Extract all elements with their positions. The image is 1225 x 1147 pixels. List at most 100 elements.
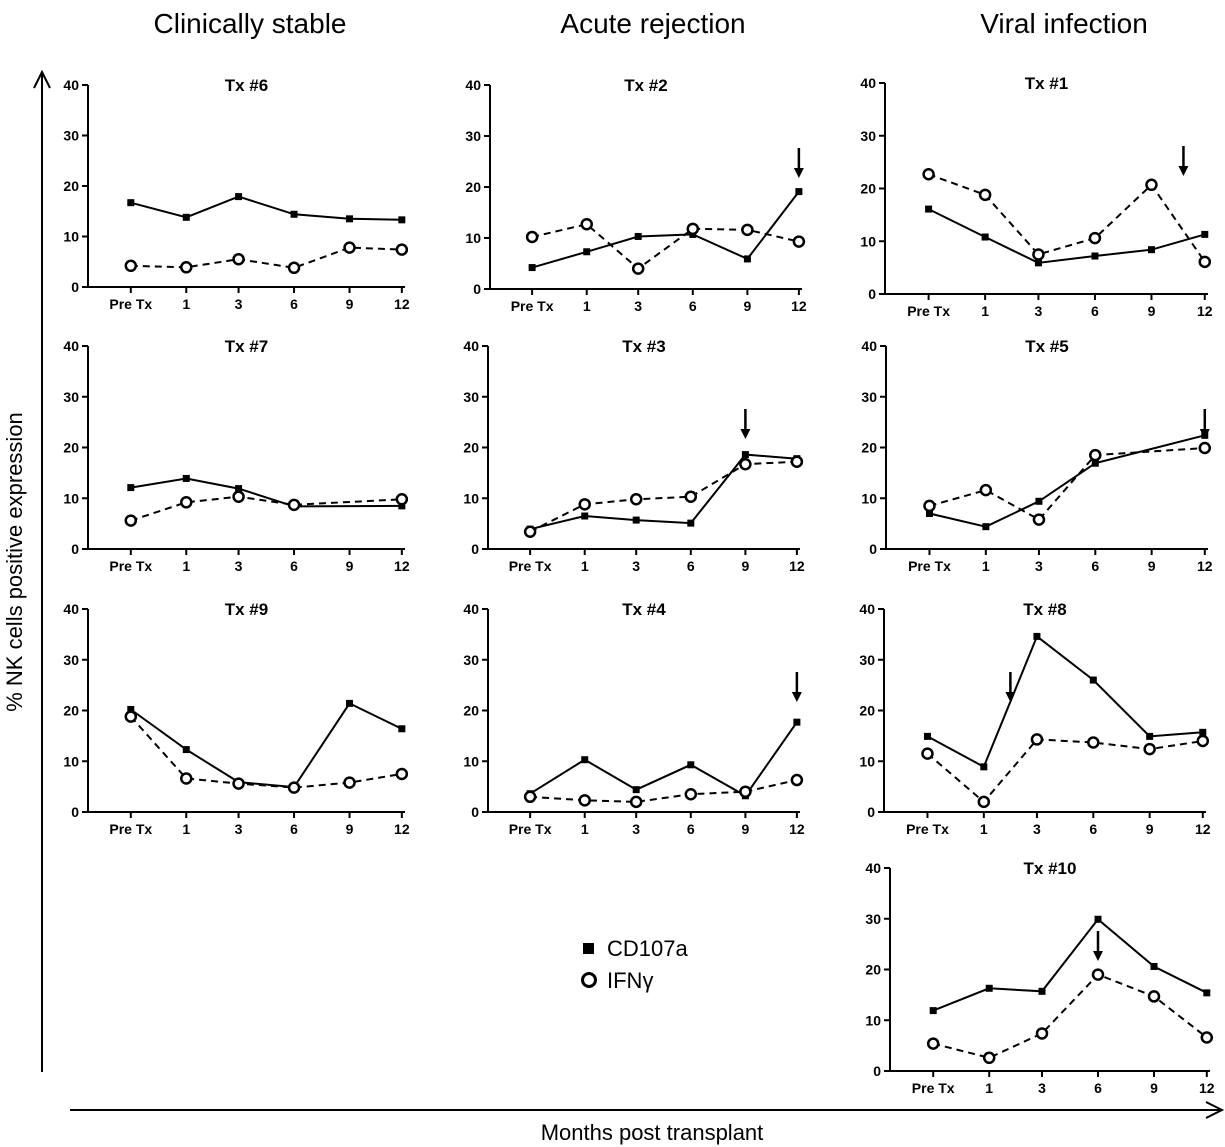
panel-title: Tx #2 (624, 76, 667, 95)
y-tick-label: 10 (865, 1012, 881, 1028)
x-tick-label: 12 (791, 298, 807, 314)
point-cd107a (980, 763, 988, 771)
x-tick-label: 6 (1091, 558, 1099, 574)
panel-title: Tx #1 (1025, 74, 1068, 93)
point-ifng (982, 1051, 996, 1065)
point-cd107a (795, 188, 803, 196)
panel-tx8: Tx #8 0 10 20 30 40 Pre Tx 1 3 6 9 12 (859, 600, 1210, 837)
point-ifng (1035, 1027, 1049, 1040)
point-ifng (921, 747, 934, 760)
y-tick-label: 10 (63, 753, 79, 769)
y-tick-label: 30 (63, 389, 79, 405)
series-line-cd107a (932, 917, 1208, 1012)
x-tick-label: 12 (789, 821, 805, 837)
x-tick-label: 9 (346, 821, 354, 837)
point-ifng (1198, 255, 1212, 269)
series-line-ifng (929, 447, 1205, 521)
panel-tx10: Tx #10 0 10 20 30 40 Pre Tx 1 3 6 9 12 (865, 859, 1214, 1096)
point-ifng (180, 772, 193, 785)
series-line-ifng (530, 779, 798, 803)
point-cd107a (632, 516, 640, 524)
point-cd107a (1146, 732, 1154, 740)
point-cd107a (581, 512, 589, 520)
y-tick-label: 30 (463, 389, 479, 405)
point-cd107a (985, 984, 993, 992)
point-cd107a (1094, 915, 1102, 923)
series-line-ifng (130, 495, 402, 522)
point-ifng (232, 490, 245, 503)
point-cd107a (581, 756, 589, 764)
point-cd107a (632, 786, 640, 794)
y-tick-label: 20 (861, 440, 877, 456)
point-ifng (395, 493, 409, 506)
point-cd107a (743, 255, 751, 263)
point-ifng (1030, 733, 1044, 746)
point-ifng (629, 493, 643, 506)
point-cd107a (1091, 252, 1099, 260)
y-tick-label: 30 (465, 128, 481, 144)
point-cd107a (687, 519, 695, 527)
point-ifng (124, 514, 138, 527)
point-cd107a (1038, 987, 1046, 995)
y-tick-label: 10 (63, 490, 79, 506)
x-tick-label: Pre Tx (912, 1080, 955, 1096)
point-ifng (1032, 513, 1046, 526)
point-ifng (1196, 734, 1210, 748)
y-tick-label: 20 (63, 703, 79, 719)
y-tick-label: 0 (71, 279, 79, 295)
point-cd107a (1150, 962, 1158, 970)
x-tick-label: 9 (1150, 1080, 1158, 1096)
point-cd107a (398, 216, 406, 224)
point-ifng (343, 241, 356, 254)
x-tick-label: 12 (1199, 1080, 1215, 1096)
x-tick-label: 3 (632, 558, 640, 574)
point-ifng (523, 525, 537, 538)
point-ifng (124, 259, 138, 273)
point-cd107a (583, 248, 591, 256)
point-ifng (686, 222, 700, 236)
point-cd107a (127, 484, 135, 492)
point-ifng (343, 776, 356, 789)
panel-tx7: Tx #7 0 10 20 30 40 Pre Tx 1 3 6 9 12 (63, 337, 409, 574)
legend: CD107a IFNγ (581, 936, 688, 993)
point-cd107a (981, 233, 989, 241)
y-tick-label: 0 (471, 804, 479, 820)
series-line-ifng (928, 173, 1206, 263)
x-tick-label: 1 (985, 1080, 993, 1096)
y-tick-label: 30 (861, 389, 877, 405)
point-ifng (684, 490, 698, 503)
x-tick-label: 1 (581, 558, 589, 574)
panel-title: Tx #5 (1025, 337, 1068, 356)
series-line-cd107a (130, 702, 403, 789)
x-tick-label: 6 (689, 298, 697, 314)
x-tick-label: 6 (687, 821, 695, 837)
point-ifng (923, 499, 936, 513)
panel-tx5: Tx #5 0 10 20 30 40 Pre Tx 1 3 6 9 12 (861, 337, 1212, 574)
point-cd107a (1035, 497, 1043, 505)
series-line-cd107a (929, 434, 1206, 528)
point-ifng (124, 710, 138, 723)
series-line-cd107a (927, 634, 1203, 769)
series-line-ifng (926, 738, 1203, 804)
point-ifng (922, 168, 935, 181)
point-ifng (1145, 178, 1158, 192)
point-cd107a (398, 725, 406, 733)
point-ifng (525, 230, 539, 244)
y-tick-label: 30 (63, 128, 79, 144)
y-tick-label: 10 (463, 490, 479, 506)
point-ifng (1087, 736, 1100, 749)
y-tick-label: 40 (63, 601, 79, 617)
y-tick-label: 40 (859, 601, 875, 617)
point-ifng (739, 785, 752, 798)
point-ifng (1089, 448, 1102, 462)
y-tick-label: 30 (859, 652, 875, 668)
y-tick-label: 0 (473, 281, 481, 297)
point-cd107a (1091, 459, 1099, 467)
y-tick-label: 0 (873, 1063, 881, 1079)
point-cd107a (929, 1007, 937, 1015)
point-cd107a (634, 232, 642, 240)
point-cd107a (982, 523, 990, 531)
point-ifng (977, 795, 991, 809)
point-ifng (180, 261, 193, 274)
